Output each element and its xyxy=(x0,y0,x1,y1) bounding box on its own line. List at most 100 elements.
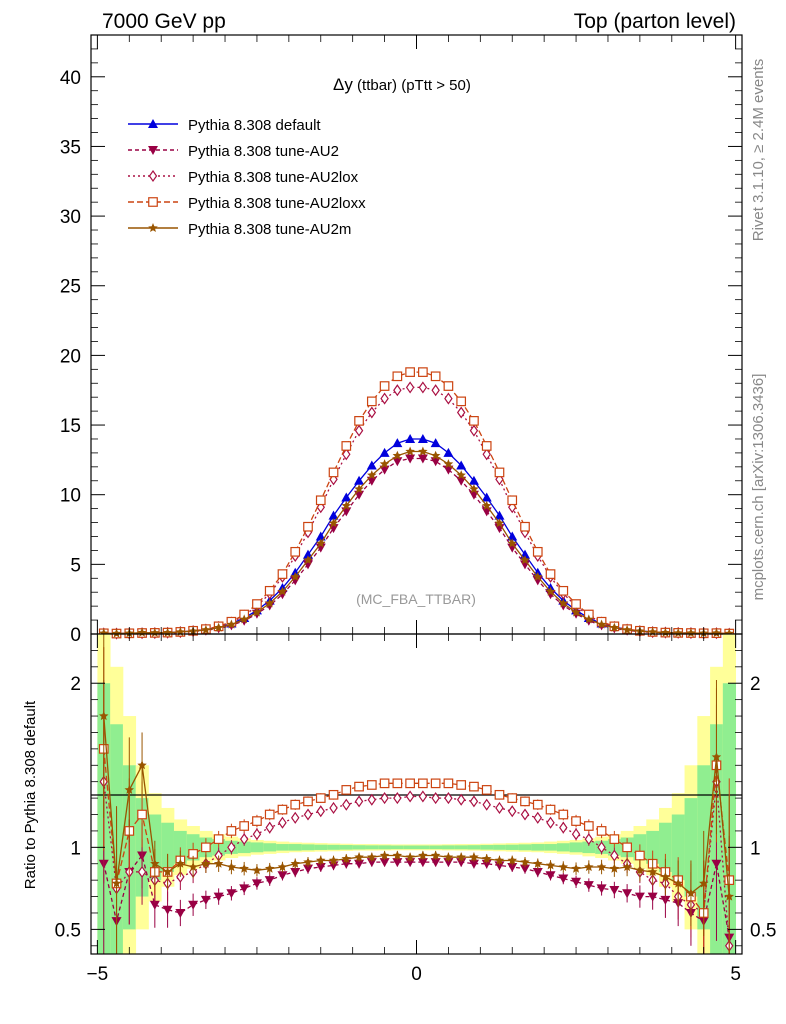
main-point-au2m xyxy=(341,500,351,510)
ratio-point-au2m xyxy=(647,866,658,876)
ratio-band-green xyxy=(544,844,558,851)
main-point-au2lox xyxy=(405,381,415,394)
main-point-au2m xyxy=(290,571,300,581)
main-point-au2m xyxy=(686,628,696,638)
ratio-point-au2m xyxy=(596,862,607,872)
ratio-point-au2loxx xyxy=(303,796,313,807)
analysis-watermark: (MC_FBA_TTBAR) xyxy=(356,591,476,607)
ratio-point-au2loxx xyxy=(264,809,275,820)
ratio-band-green xyxy=(582,841,596,854)
legend-marker-au2m xyxy=(148,223,158,232)
ratio-point-au2m xyxy=(316,855,326,865)
main-y-tick-label: 35 xyxy=(60,137,81,158)
main-point-au2loxx xyxy=(366,396,377,407)
main-point-au2loxx xyxy=(264,585,275,596)
ratio-point-au2m xyxy=(265,863,275,873)
main-point-au2loxx xyxy=(252,599,262,609)
x-tick-label: −5 xyxy=(87,964,109,985)
main-point-au2m xyxy=(609,622,620,632)
ratio-point-au2m xyxy=(571,863,581,873)
ratio-point-au2m xyxy=(482,853,492,863)
ratio-band-green xyxy=(339,845,354,850)
ratio-point-au2 xyxy=(609,886,620,895)
main-series-au2m xyxy=(99,446,734,638)
ratio-point-au2lox xyxy=(520,808,530,821)
legend-label-au2: Pythia 8.308 tune-AU2 xyxy=(188,143,339,160)
main-point-au2m xyxy=(584,614,594,624)
main-point-au2lox xyxy=(418,381,428,394)
main-point-au2loxx xyxy=(392,371,403,382)
main-point-au2m xyxy=(303,555,313,565)
main-point-au2lox xyxy=(380,392,389,405)
ratio-point-au2 xyxy=(392,858,403,868)
ratio-point-au2loxx xyxy=(277,804,288,815)
ratio-point-au2lox xyxy=(533,811,542,824)
ratio-point-au2lox xyxy=(227,841,236,854)
ratio-point-au2lox xyxy=(291,811,300,824)
ratio-point-au2m xyxy=(660,871,671,881)
main-y-tick-label: 30 xyxy=(60,207,81,228)
legend-marker-au2loxx xyxy=(148,197,158,207)
main-point-au2lox xyxy=(367,406,377,419)
ratio-point-au2m xyxy=(673,878,683,888)
legend-label-au2lox: Pythia 8.308 tune-AU2lox xyxy=(188,169,359,186)
main-point-default xyxy=(494,510,505,520)
ratio-point-au2lox xyxy=(495,801,504,814)
main-point-default xyxy=(354,475,365,485)
ratio-point-au2m xyxy=(354,852,364,862)
legend-label-au2m: Pythia 8.308 tune-AU2m xyxy=(188,221,351,238)
main-point-default xyxy=(392,438,403,448)
ratio-band-green xyxy=(442,845,456,850)
main-point-au2lox xyxy=(393,384,402,397)
main-point-au2 xyxy=(430,457,441,467)
ratio-point-au2loxx xyxy=(226,826,237,836)
ratio-point-au2m xyxy=(699,878,709,888)
ratio-point-au2 xyxy=(162,905,173,915)
main-point-au2 xyxy=(277,590,288,600)
main-point-au2m xyxy=(507,538,517,548)
ratio-point-au2 xyxy=(149,900,160,910)
ratio-band-green xyxy=(314,844,328,850)
ratio-point-au2 xyxy=(290,867,301,877)
ratio-point-au2loxx xyxy=(456,780,467,790)
main-point-au2loxx xyxy=(341,441,352,451)
ratio-point-au2 xyxy=(711,859,722,869)
ratio-point-au2lox xyxy=(316,805,325,818)
ratio-panel: 0.5 0.5 1 1 2 2 −5 0 5 Ratio to Pythia 8.308 de… xyxy=(22,35,776,985)
ratio-series-au2lox xyxy=(99,679,734,954)
ratio-point-au2loxx xyxy=(596,826,607,836)
ratio-band-green xyxy=(505,844,520,850)
main-point-au2loxx xyxy=(315,495,326,506)
ratio-point-au2loxx xyxy=(469,781,479,792)
ratio-point-au2m xyxy=(290,858,300,868)
ratio-point-au2 xyxy=(417,858,428,868)
main-point-au2loxx xyxy=(328,467,339,478)
ratio-point-au2lox xyxy=(482,798,491,811)
main-point-au2loxx xyxy=(571,599,581,609)
main-point-au2lox xyxy=(456,406,466,419)
main-point-au2m xyxy=(596,619,607,629)
ratio-point-au2 xyxy=(507,863,518,873)
ratio-point-au2m xyxy=(150,858,160,868)
ratio-band-green xyxy=(659,822,673,872)
plot-title-rest: (ttbar) (pTtt > 50) xyxy=(353,77,471,94)
ratio-band-green xyxy=(684,798,698,897)
main-point-au2 xyxy=(456,476,467,486)
main-point-au2loxx xyxy=(303,521,313,532)
main-point-au2m xyxy=(430,450,441,460)
ratio-point-au2 xyxy=(303,864,313,874)
ratio-point-au2m xyxy=(99,711,109,721)
ratio-y-tick-label: 1 xyxy=(70,838,81,859)
ratio-point-au2m xyxy=(379,850,390,860)
ratio-point-au2 xyxy=(520,864,530,874)
ratio-point-au2lox xyxy=(546,816,555,829)
ratio-point-au2m xyxy=(469,852,479,862)
ratio-point-au2 xyxy=(213,892,224,902)
main-point-au2loxx xyxy=(379,381,390,391)
main-point-au2loxx xyxy=(469,416,479,426)
ratio-point-au2lox xyxy=(418,790,428,803)
x-tick-label: 0 xyxy=(411,964,422,985)
ratio-point-au2m xyxy=(252,865,262,875)
